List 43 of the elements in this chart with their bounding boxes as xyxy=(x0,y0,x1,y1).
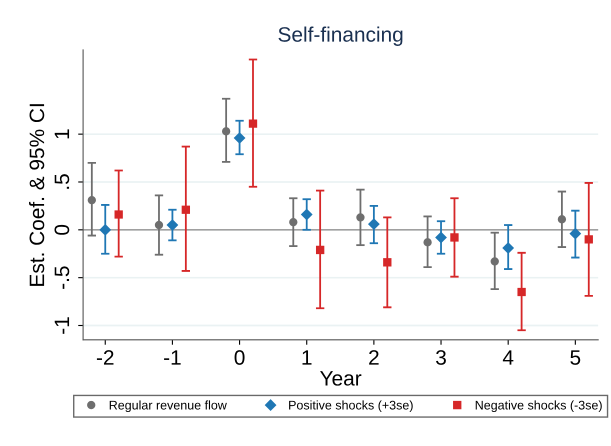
point xyxy=(450,233,459,242)
x-tick-label: 3 xyxy=(436,350,446,365)
x-tick-label: 1 xyxy=(302,350,312,365)
y-axis-title: Est. Coef. & 95% CI xyxy=(29,104,44,286)
point xyxy=(517,288,526,296)
point xyxy=(502,242,514,254)
x-tick-label: 5 xyxy=(570,350,580,365)
point xyxy=(114,210,123,219)
x-tick-label: -1 xyxy=(164,350,181,365)
point xyxy=(166,219,178,231)
y-tick-label: -.5 xyxy=(54,266,70,289)
point xyxy=(490,257,499,266)
x-tick-label: 4 xyxy=(502,350,514,365)
point xyxy=(570,228,581,240)
point xyxy=(222,127,230,136)
y-tick-label: 1 xyxy=(54,129,70,138)
point xyxy=(558,215,566,224)
point xyxy=(100,224,111,236)
point xyxy=(584,235,593,244)
legend-label: Negative shocks (-3se) xyxy=(476,400,602,412)
point xyxy=(248,119,258,128)
x-tick-label: 0 xyxy=(234,350,245,365)
legend-label: Regular revenue flow xyxy=(110,400,227,412)
chart-title: Self-financing xyxy=(278,26,402,46)
point xyxy=(182,206,190,214)
point xyxy=(356,213,365,222)
y-tick-label: 0 xyxy=(54,224,70,235)
point xyxy=(316,246,324,254)
point xyxy=(234,132,246,144)
legend-label: Positive shocks (+3se) xyxy=(289,400,413,412)
x-tick-label: 2 xyxy=(369,350,379,365)
point xyxy=(88,196,96,204)
point xyxy=(301,208,312,220)
point xyxy=(368,218,380,230)
y-tick-label: -1 xyxy=(54,317,70,334)
x-axis-title: Year xyxy=(320,371,362,386)
point xyxy=(423,238,432,246)
point xyxy=(289,218,298,226)
point xyxy=(154,220,164,230)
y-tick-label: .5 xyxy=(54,174,70,189)
x-tick-label: -2 xyxy=(96,350,114,365)
point xyxy=(435,232,447,244)
point xyxy=(383,258,392,267)
